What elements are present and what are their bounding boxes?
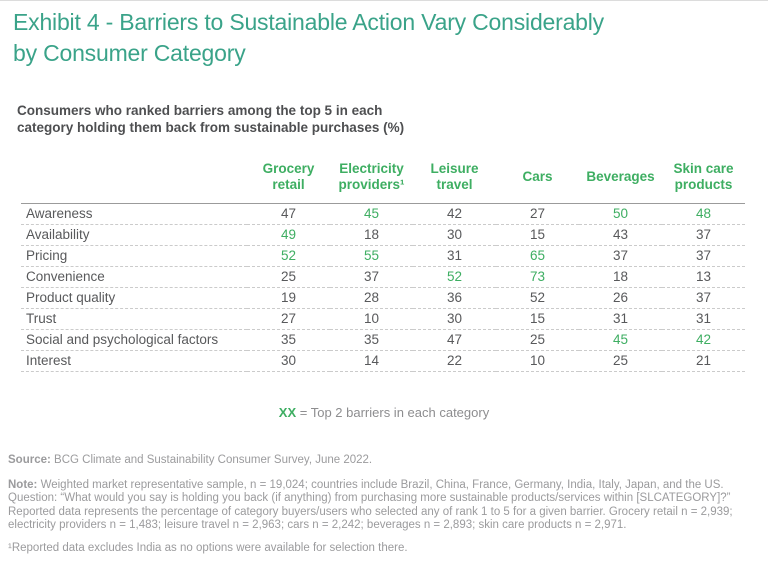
column-header: Grocery retail — [247, 157, 330, 204]
legend-text: = Top 2 barriers in each category — [299, 405, 490, 420]
value-cell: 31 — [413, 245, 496, 267]
corner-cell — [21, 157, 247, 204]
value-cell: 25 — [496, 329, 579, 351]
header-row: Grocery retail Electricity providers¹ Leis… — [21, 157, 745, 204]
row-label: Social and psychological factors — [21, 329, 247, 351]
value-cell: 35 — [330, 329, 413, 351]
table-row: Pricing 52 55 31 65 37 37 — [21, 245, 745, 267]
value-cell: 43 — [579, 224, 662, 246]
barriers-table-header: Grocery retail Electricity providers¹ Leis… — [21, 157, 745, 204]
value-cell: 25 — [579, 350, 662, 372]
value-cell: 18 — [579, 266, 662, 288]
value-cell: 37 — [662, 245, 745, 267]
value-cell: 47 — [247, 203, 330, 225]
value-cell: 48 — [662, 203, 745, 225]
source-label: Source: — [8, 454, 51, 466]
table-row: Social and psychological factors 35 35 47 25… — [21, 329, 745, 351]
value-cell: 65 — [496, 245, 579, 267]
value-cell: 30 — [413, 224, 496, 246]
table-row: Interest 30 14 22 10 25 21 — [21, 350, 745, 372]
value-cell: 25 — [247, 266, 330, 288]
value-cell: 37 — [579, 245, 662, 267]
column-header: Cars — [496, 157, 579, 204]
exhibit-subtitle-line-1: Consumers who ranked barriers among the … — [17, 103, 383, 118]
note-line: Note: Weighted market representative sam… — [8, 479, 758, 533]
table-row: Availability 49 18 30 15 43 37 — [21, 224, 745, 246]
value-cell: 27 — [247, 308, 330, 330]
value-cell: 18 — [330, 224, 413, 246]
barriers-table: Grocery retail Electricity providers¹ Leis… — [21, 157, 745, 372]
value-cell: 28 — [330, 287, 413, 309]
table-row: Awareness 47 45 42 27 50 48 — [21, 203, 745, 225]
value-cell: 37 — [662, 287, 745, 309]
note-text: Weighted market representative sample, n… — [8, 478, 733, 532]
exhibit-title-line-2: by Consumer Category — [13, 40, 246, 66]
value-cell: 42 — [662, 329, 745, 351]
source-text: BCG Climate and Sustainability Consumer … — [50, 454, 373, 466]
value-cell: 45 — [330, 203, 413, 225]
row-label: Convenience — [21, 266, 247, 288]
source-line: Source: BCG Climate and Sustainability C… — [8, 454, 758, 468]
table-row: Product quality 19 28 36 52 26 37 — [21, 287, 745, 309]
value-cell: 22 — [413, 350, 496, 372]
value-cell: 19 — [247, 287, 330, 309]
value-cell: 52 — [413, 266, 496, 288]
value-cell: 35 — [247, 329, 330, 351]
column-header: Electricity providers¹ — [330, 157, 413, 204]
value-cell: 31 — [579, 308, 662, 330]
row-label: Availability — [21, 224, 247, 246]
exhibit-subtitle: Consumers who ranked barriers among the … — [17, 102, 404, 136]
row-label: Pricing — [21, 245, 247, 267]
value-cell: 15 — [496, 308, 579, 330]
note-label: Note: — [8, 478, 38, 491]
column-header: Beverages — [579, 157, 662, 204]
row-label: Trust — [21, 308, 247, 330]
footnote-line: ¹Reported data excludes India as no opti… — [8, 541, 408, 554]
value-cell: 30 — [247, 350, 330, 372]
value-cell: 55 — [330, 245, 413, 267]
value-cell: 15 — [496, 224, 579, 246]
value-cell: 42 — [413, 203, 496, 225]
value-cell: 49 — [247, 224, 330, 246]
value-cell: 21 — [662, 350, 745, 372]
row-label: Product quality — [21, 287, 247, 309]
value-cell: 30 — [413, 308, 496, 330]
exhibit-title: Exhibit 4 - Barriers to Sustainable Acti… — [13, 7, 604, 69]
value-cell: 36 — [413, 287, 496, 309]
value-cell: 47 — [413, 329, 496, 351]
value-cell: 50 — [579, 203, 662, 225]
value-cell: 52 — [247, 245, 330, 267]
legend-symbol: XX — [278, 405, 297, 420]
value-cell: 52 — [496, 287, 579, 309]
exhibit-subtitle-line-2: category holding them back from sustaina… — [17, 120, 405, 135]
value-cell: 14 — [330, 350, 413, 372]
value-cell: 13 — [662, 266, 745, 288]
value-cell: 37 — [662, 224, 745, 246]
value-cell: 27 — [496, 203, 579, 225]
value-cell: 26 — [579, 287, 662, 309]
exhibit-title-line-1: Exhibit 4 - Barriers to Sustainable Acti… — [13, 9, 604, 35]
barriers-table-body: Awareness 47 45 42 27 50 48 Availability 49 18 30 1… — [21, 203, 745, 372]
column-header: Skin care products — [662, 157, 745, 204]
value-cell: 45 — [579, 329, 662, 351]
row-label: Awareness — [21, 203, 247, 225]
row-label: Interest — [21, 350, 247, 372]
value-cell: 31 — [662, 308, 745, 330]
value-cell: 73 — [496, 266, 579, 288]
footer: Source: BCG Climate and Sustainability C… — [8, 454, 758, 555]
value-cell: 10 — [496, 350, 579, 372]
value-cell: 10 — [330, 308, 413, 330]
value-cell: 37 — [330, 266, 413, 288]
column-header: Leisure travel — [413, 157, 496, 204]
table-row: Trust 27 10 30 15 31 31 — [21, 308, 745, 330]
top2-legend: XX = Top 2 barriers in each category — [0, 405, 768, 420]
table-row: Convenience 25 37 52 73 18 13 — [21, 266, 745, 288]
